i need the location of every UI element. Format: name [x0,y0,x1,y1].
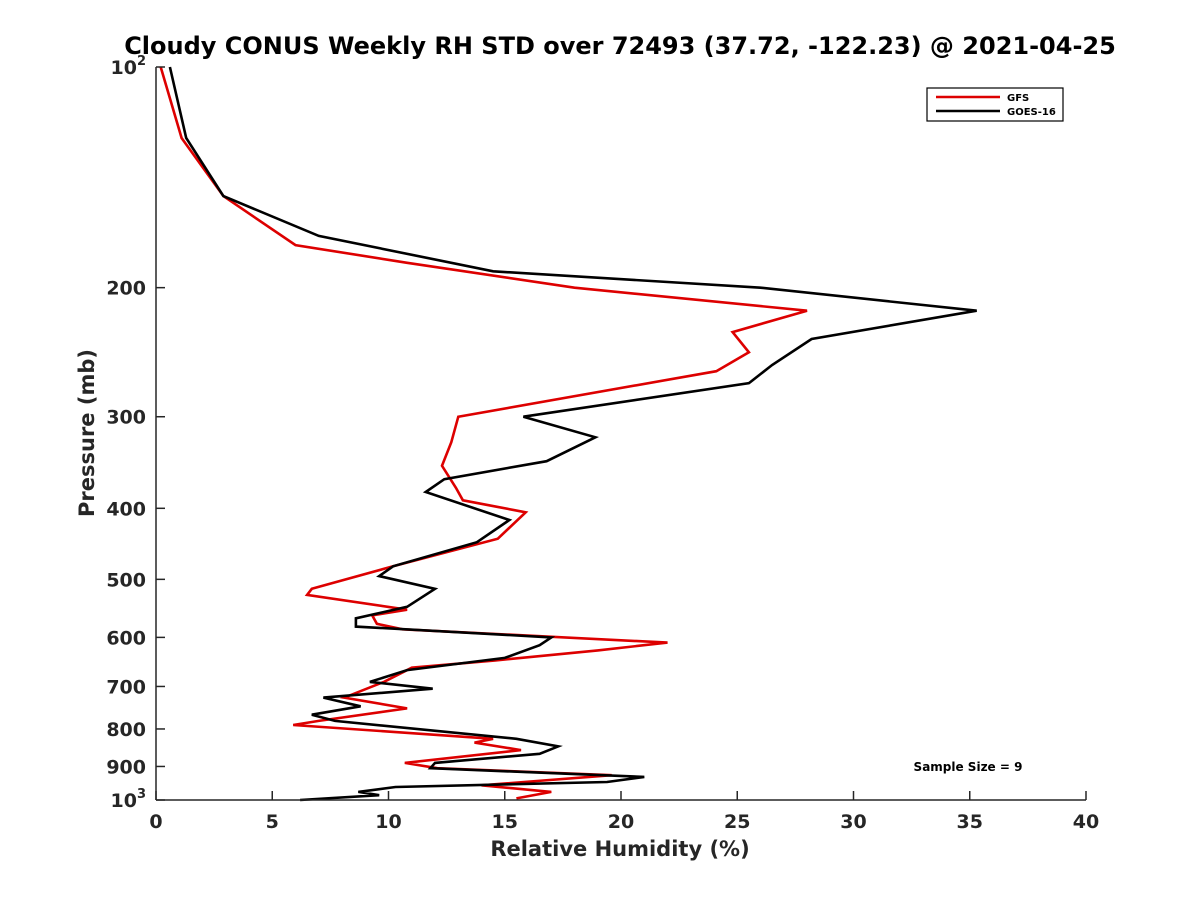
y-tick-label: 900 [106,756,146,778]
y-tick-label: 103 [111,787,147,812]
series-line-goes16 [168,66,977,802]
chart-title: Cloudy CONUS Weekly RH STD over 72493 (3… [124,32,1116,60]
x-tick-label: 0 [149,811,162,833]
x-tick-label: 10 [375,811,401,833]
x-tick-label: 30 [840,811,866,833]
x-tick-label: 15 [492,811,518,833]
y-tick-label: 200 [106,278,146,300]
x-tick-label: 25 [724,811,750,833]
legend-box [926,87,1064,122]
y-tick-label: 600 [106,627,146,649]
legend-label-gfs: GFS [1007,93,1029,104]
axes-layer: 0 5 10 15 20 25 30 35 40 102 200 300 400 500 600 700 800… [106,54,1099,833]
x-axis-label: Relative Humidity (%) [490,837,749,861]
y-tick-label: 800 [106,719,146,741]
legend-label-goes16: GOES-16 [1007,107,1056,118]
x-tick-label: 5 [266,811,279,833]
series-line-gfs [159,66,808,800]
sample-size-annotation: Sample Size = 9 [914,760,1023,774]
x-tick-label: 35 [957,811,983,833]
y-tick-label: 500 [106,569,146,591]
y-tick-label: 102 [111,54,147,79]
x-tick-label: 20 [608,811,634,833]
y-tick-label: 400 [106,498,146,520]
x-tick-label: 40 [1073,811,1099,833]
y-tick-label: 300 [106,407,146,429]
legend: GFS GOES-16 [926,87,1064,122]
series-layer [159,66,977,802]
y-tick-label: 700 [106,676,146,698]
y-axis-label: Pressure (mb) [75,349,99,517]
